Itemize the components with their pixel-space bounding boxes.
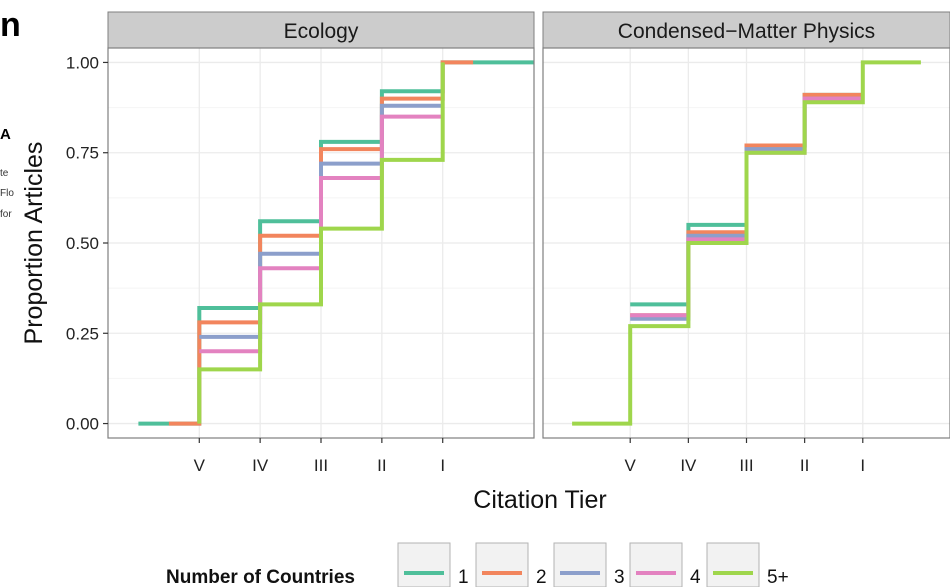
cropped-text-fragment: Flo	[0, 188, 14, 199]
legend-key-box	[397, 542, 451, 587]
legend-title: Number of Countries	[166, 567, 355, 587]
x-tick-label: III	[739, 456, 753, 475]
panel-title: Condensed−Matter Physics	[618, 20, 875, 43]
legend-entry-4: 4	[629, 542, 701, 587]
legend-label: 3	[614, 567, 625, 587]
x-axis-title: Citation Tier	[473, 486, 606, 514]
x-tick-label: II	[800, 456, 809, 475]
x-tick-label: IV	[680, 456, 697, 475]
x-tick-label: I	[440, 456, 445, 475]
legend-entry-2: 2	[475, 542, 547, 587]
x-tick-label: V	[194, 456, 206, 475]
panel-strip	[107, 11, 535, 49]
y-tick-label: 1.00	[66, 53, 99, 72]
axes-layer: Proportion Articles Citation Tier	[20, 142, 607, 514]
y-tick-label: 0.50	[66, 234, 99, 253]
series-line-5+	[197, 62, 445, 424]
x-tick-label: V	[625, 456, 637, 475]
series-line-5+	[572, 60, 921, 426]
y-tick-label: 0.00	[66, 415, 99, 434]
y-tick-label: 0.75	[66, 144, 99, 163]
legend-entry-5+: 5+	[706, 542, 789, 587]
x-tick-label: IV	[252, 456, 269, 475]
legend-label: 5+	[767, 567, 789, 587]
panel-title: Ecology	[284, 20, 359, 43]
x-tick-label: III	[314, 456, 328, 475]
legend-entry-3: 3	[553, 542, 625, 587]
legend-entry-1: 1	[397, 542, 469, 587]
legend-key-box	[475, 542, 529, 587]
y-tick-label: 0.25	[66, 324, 99, 343]
legend: Number of Countries 1 2 3 4 5+	[166, 542, 789, 587]
cropped-text-fragment: te	[0, 168, 9, 179]
legend-label: 1	[458, 567, 469, 587]
legend-label: 2	[536, 567, 547, 587]
legend-key-box	[629, 542, 683, 587]
legend-label: 4	[690, 567, 701, 587]
cropped-label-fragment: A	[0, 126, 11, 143]
legend-key-box	[553, 542, 607, 587]
legend-key-box	[706, 542, 760, 587]
y-axis-title: Proportion Articles	[20, 142, 48, 345]
cropped-heading-fragment: n	[0, 6, 21, 44]
cropped-text-fragment: for	[0, 209, 12, 220]
x-tick-label: I	[860, 456, 865, 475]
x-tick-label: II	[377, 456, 386, 475]
